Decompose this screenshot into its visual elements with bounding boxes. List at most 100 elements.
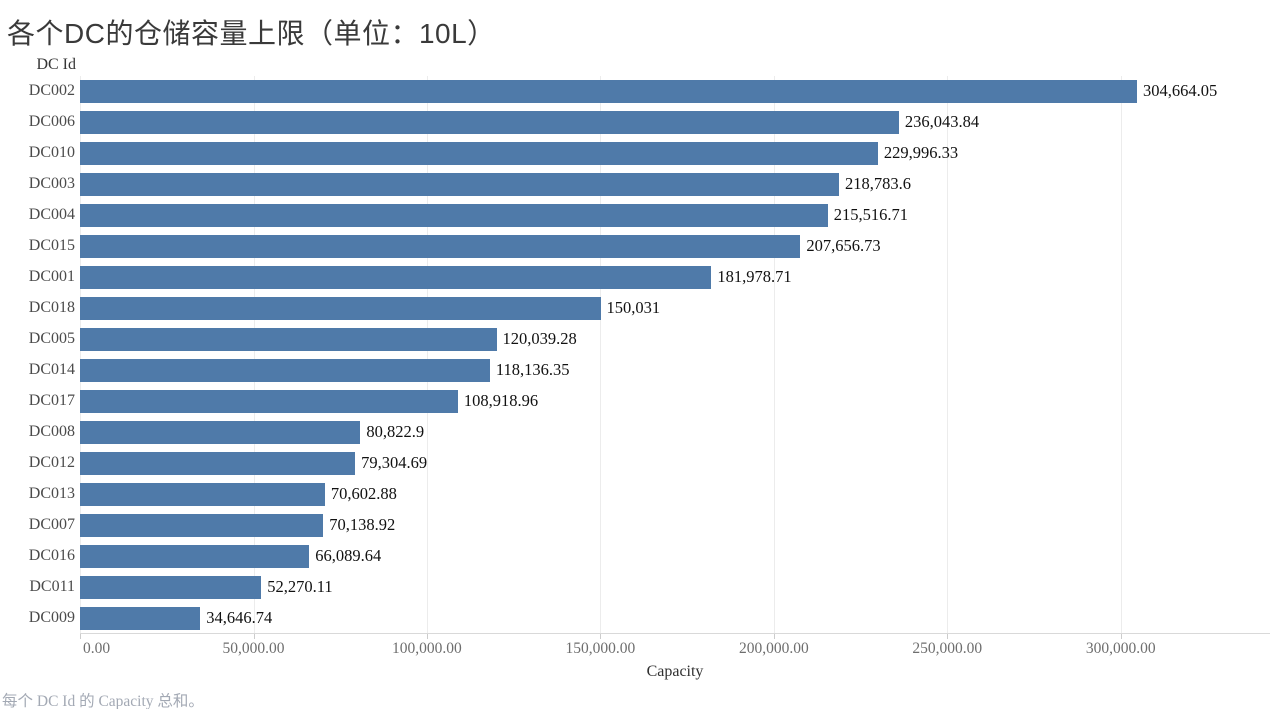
bar[interactable] — [80, 142, 878, 165]
gridline — [80, 76, 81, 633]
bar-value-label: 34,646.74 — [206, 608, 273, 627]
tick-label: 250,000.00 — [912, 640, 983, 657]
bar-row: DC014 118,136.35 — [29, 355, 1270, 386]
bar-row: DC002 304,664.05 — [29, 76, 1270, 107]
bar-value-label: 80,822.9 — [366, 422, 425, 441]
tick-label: 100,000.00 — [392, 640, 462, 657]
bar-row: DC009 34,646.74 — [29, 603, 1270, 634]
bar-row: DC013 70,602.88 — [29, 479, 1270, 510]
bar-value-label: 304,664.05 — [1143, 81, 1218, 100]
tick-mark — [1120, 634, 1122, 639]
bar[interactable] — [80, 266, 712, 289]
bar[interactable] — [80, 483, 325, 506]
tick-label: 50,000.00 — [222, 640, 285, 657]
tick-mark — [426, 634, 428, 639]
gridline — [426, 76, 428, 633]
tick-mark — [600, 634, 602, 639]
bar-value-label: 79,304.69 — [361, 453, 428, 472]
bar-value-label: 108,918.96 — [463, 391, 539, 410]
bar[interactable] — [80, 421, 361, 444]
tick-label: 0.00 — [83, 640, 111, 657]
bar-row: DC017 108,918.96 — [29, 386, 1270, 417]
bar-value-label: 215,516.71 — [833, 205, 908, 224]
bar[interactable] — [80, 576, 262, 599]
row-label: DC009 — [28, 609, 75, 626]
bar[interactable] — [80, 297, 601, 320]
bar[interactable] — [80, 111, 899, 134]
bar-row: DC004 215,516.71 — [29, 200, 1270, 231]
row-label: DC003 — [28, 175, 75, 192]
row-label: DC012 — [28, 454, 75, 471]
tick-label: 300,000.00 — [1085, 640, 1156, 657]
bar-row: DC007 70,138.92 — [29, 510, 1270, 541]
bar-row: DC010 229,996.33 — [29, 138, 1270, 169]
bar-row: DC003 218,783.6 — [29, 169, 1270, 200]
row-label: DC018 — [28, 299, 75, 316]
bar-row: DC018 150,031 — [29, 293, 1270, 324]
row-label: DC001 — [28, 268, 75, 285]
bar-value-label: 181,978.71 — [717, 267, 792, 286]
bar[interactable] — [80, 173, 839, 196]
tick-mark — [773, 634, 775, 639]
gridline — [1120, 76, 1122, 633]
bar-row: DC008 80,822.9 — [29, 417, 1270, 448]
y-axis-field-label: DC Id — [36, 56, 76, 73]
bar[interactable] — [80, 235, 801, 258]
bar-row: DC006 236,043.84 — [29, 107, 1270, 138]
tick-mark — [947, 634, 949, 639]
bar[interactable] — [80, 390, 458, 413]
bar-value-label: 120,039.28 — [502, 329, 577, 348]
bar-value-label: 70,602.88 — [330, 484, 397, 503]
row-label: DC008 — [28, 423, 75, 440]
row-label: DC016 — [28, 547, 75, 564]
row-label: DC010 — [28, 144, 75, 161]
bar-value-label: 229,996.33 — [883, 143, 959, 162]
bar-value-label: 150,031 — [606, 298, 661, 317]
plot-area: DC002 304,664.05 DC006 236,043.84 DC010 229,9… — [29, 76, 1270, 634]
row-label: DC014 — [28, 361, 75, 378]
bar[interactable] — [80, 514, 324, 537]
tick-label: 200,000.00 — [739, 640, 809, 657]
row-label: DC004 — [28, 206, 75, 223]
bar[interactable] — [80, 545, 310, 568]
bar-row: DC015 207,656.73 — [29, 231, 1270, 262]
row-label: DC017 — [28, 392, 75, 409]
bar[interactable] — [80, 359, 490, 382]
row-label: DC011 — [29, 578, 75, 595]
bar[interactable] — [80, 607, 201, 630]
chart-title: 各个DC的仓储容量上限（单位：10L） — [7, 18, 496, 49]
bar[interactable] — [80, 204, 828, 227]
bar-value-label: 70,138.92 — [329, 515, 396, 534]
bar[interactable] — [80, 328, 497, 351]
row-label: DC015 — [28, 237, 75, 254]
x-axis-title: Capacity — [646, 663, 704, 680]
chart-caption: 每个 DC Id 的 Capacity 总和。 — [2, 693, 204, 709]
bar-row: DC005 120,039.28 — [29, 324, 1270, 355]
bar-value-label: 236,043.84 — [904, 112, 980, 131]
tick-mark — [80, 634, 81, 639]
gridline — [773, 76, 775, 633]
row-label: DC005 — [28, 330, 75, 347]
bar-value-label: 52,270.11 — [267, 577, 333, 596]
bar-value-label: 218,783.6 — [845, 174, 911, 193]
bar-value-label: 207,656.73 — [806, 236, 881, 255]
bar-row: DC001 181,978.71 — [29, 262, 1270, 293]
row-label: DC002 — [28, 82, 75, 99]
bar-row: DC011 52,270.11 — [29, 572, 1270, 603]
bar[interactable] — [80, 452, 356, 475]
bar[interactable] — [80, 80, 1137, 103]
row-label: DC007 — [28, 516, 75, 533]
bar-value-label: 66,089.64 — [315, 546, 382, 565]
gridline — [947, 76, 949, 633]
row-label: DC013 — [28, 485, 75, 502]
x-axis: 0.00 50,000.00 100,000.00 150,000.00 200,000… — [80, 634, 1270, 660]
bar-row: DC012 79,304.69 — [29, 448, 1270, 479]
gridline — [600, 76, 602, 633]
bar-row: DC016 66,089.64 — [29, 541, 1270, 572]
tick-label: 150,000.00 — [565, 640, 636, 657]
bar-value-label: 118,136.35 — [495, 360, 570, 379]
gridline — [253, 76, 255, 633]
tick-mark — [253, 634, 255, 639]
row-label: DC006 — [28, 113, 75, 130]
